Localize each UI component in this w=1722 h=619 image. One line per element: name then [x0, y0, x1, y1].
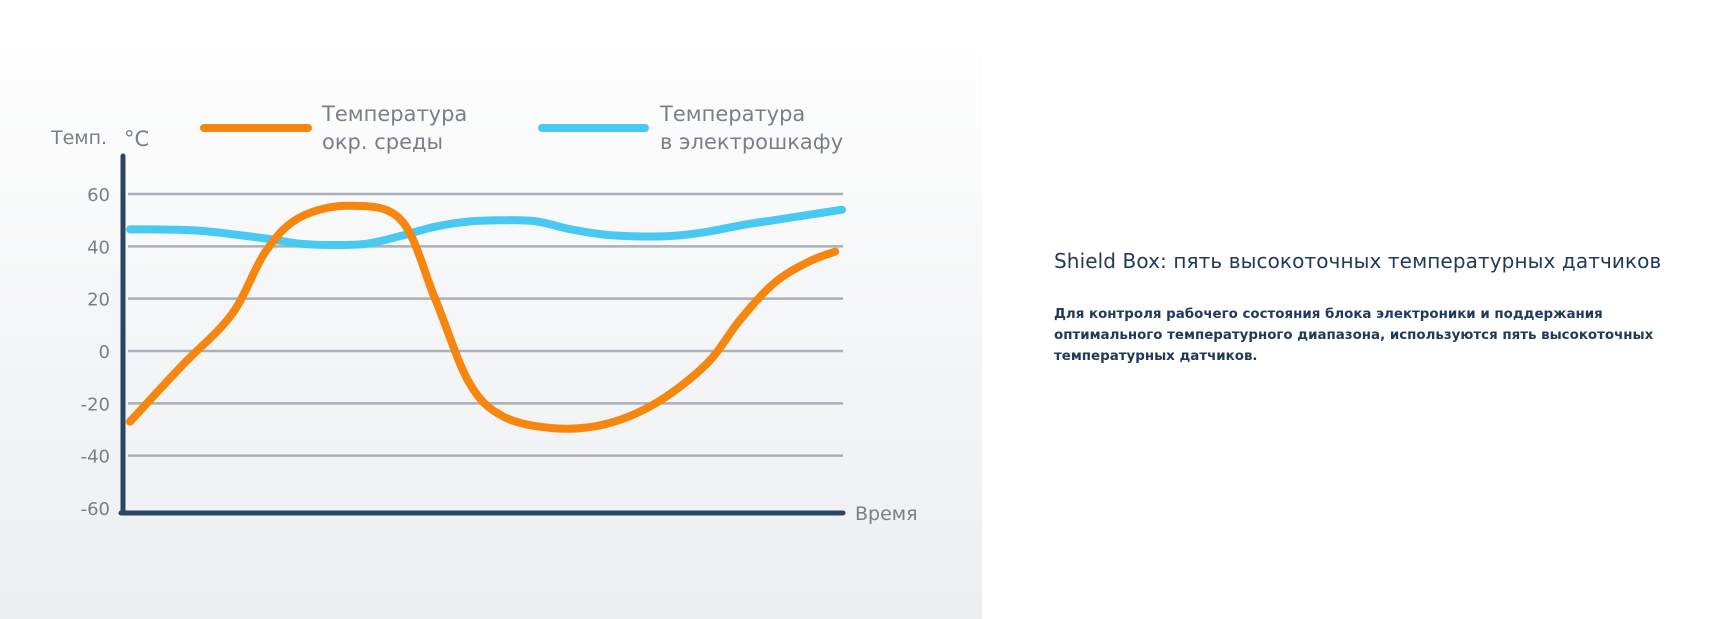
legend-label-cabinet-line2: в электрошкафу [660, 130, 843, 154]
info-description: Для контроля рабочего состояния блока эл… [1054, 307, 1654, 364]
legend: Температура окр. среды Температура в эле… [200, 102, 843, 154]
legend-item-cabinet: Температура в электрошкафу [538, 102, 843, 154]
legend-item-ambient: Температура окр. среды [200, 102, 467, 154]
y-tick-label: -40 [81, 447, 110, 468]
series-line-ambient [126, 201, 840, 433]
y-tick-label: -60 [81, 499, 110, 520]
legend-label-ambient-line2: окр. среды [322, 130, 443, 154]
y-tick-label: 40 [87, 237, 110, 258]
y-axis-label: Темп. [50, 127, 107, 149]
legend-label-ambient-line1: Температура [321, 102, 467, 126]
y-axis-unit: °C [124, 127, 149, 151]
x-axis-label: Время [855, 503, 918, 525]
info-title: Shield Box: пять высокоточных температур… [1054, 249, 1662, 273]
y-tick-label: -20 [81, 394, 110, 415]
y-tick-label: 0 [99, 342, 110, 363]
legend-label-cabinet-line1: Температура [659, 102, 805, 126]
series-line-cabinet [126, 205, 846, 250]
temperature-chart: 60 40 20 0 -20 -40 -60 Темп. °C Время Температ… [50, 102, 918, 525]
y-tick-label: 20 [87, 290, 110, 311]
axes [118, 153, 846, 516]
chart-panel: 60 40 20 0 -20 -40 -60 Темп. °C Время Температ… [0, 0, 982, 619]
y-tick-labels: 60 40 20 0 -20 -40 -60 [81, 185, 110, 520]
info-block: Shield Box: пять высокоточных температур… [1054, 249, 1662, 367]
series-lines [126, 201, 846, 433]
y-tick-label: 60 [87, 185, 110, 206]
